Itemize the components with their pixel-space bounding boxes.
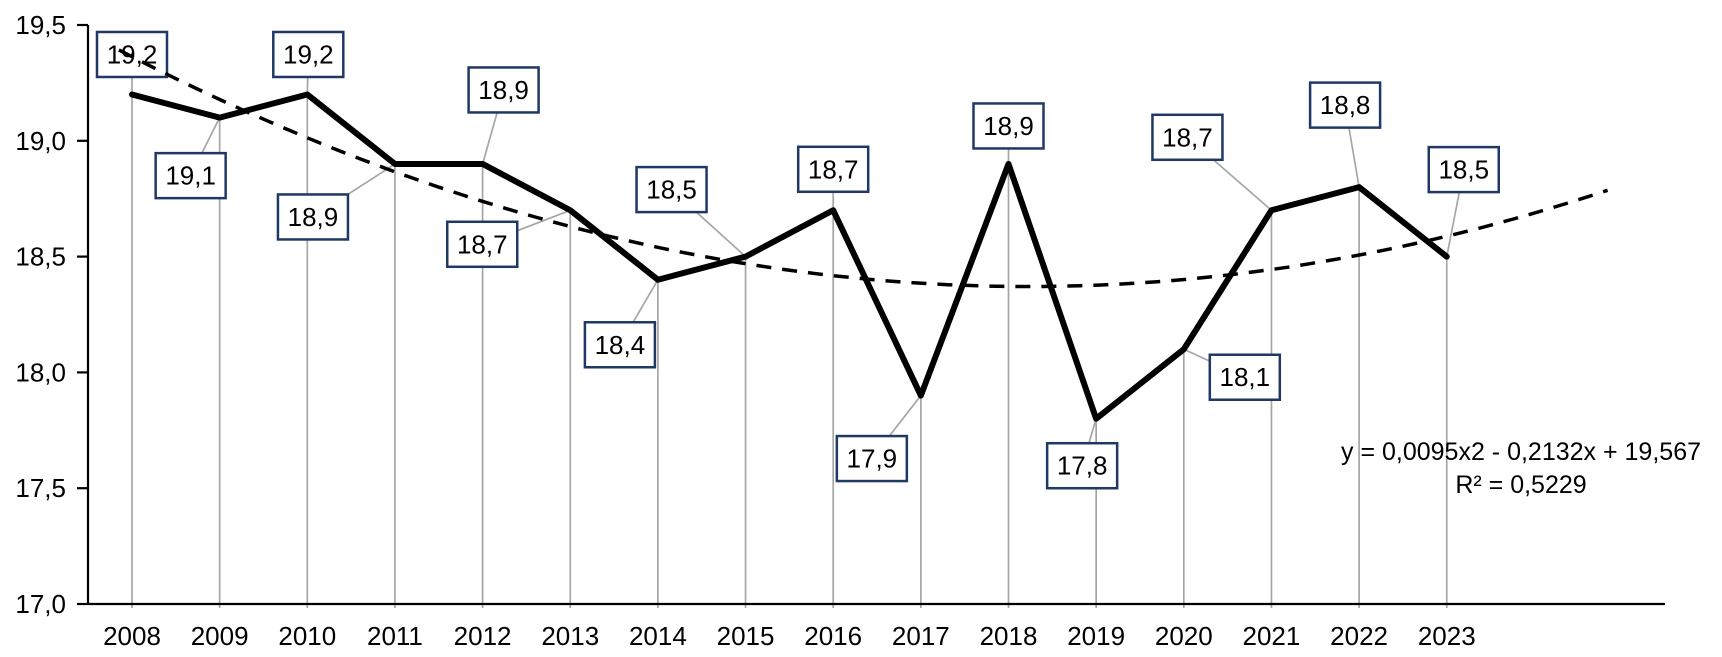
series-line-group — [129, 91, 1450, 422]
data-label-value: 18,7 — [1162, 122, 1213, 152]
data-label-box — [972, 102, 1045, 150]
x-axis-label: 2015 — [717, 621, 775, 651]
series-line — [129, 91, 1450, 422]
data-label-box — [446, 220, 519, 269]
data-label-value: 18,5 — [1438, 155, 1489, 185]
x-axis-label: 2018 — [980, 621, 1038, 651]
x-axis-label: 2022 — [1330, 621, 1388, 651]
data-label-box — [1308, 81, 1382, 129]
data-label-value: 17,8 — [1057, 451, 1108, 481]
trendline — [118, 48, 1609, 289]
x-axis-label: 2017 — [892, 621, 950, 651]
data-label-value: 18,9 — [478, 75, 529, 105]
data-label-box — [796, 145, 870, 194]
y-axis-tick-label: 17,0 — [15, 589, 66, 619]
drop-lines-group — [131, 94, 1448, 608]
axis-labels-group: 17,0 17,5 18,0 18,5 19,0 19,5 2008 2009 2010 2011… — [15, 10, 1475, 651]
data-label-value: 18,8 — [1320, 90, 1371, 120]
y-axis-tick-label: 17,5 — [15, 473, 66, 503]
x-axis-label: 2011 — [367, 621, 423, 651]
data-label-box — [154, 151, 227, 200]
data-label-box — [1427, 145, 1500, 194]
y-axis-tick-label: 18,5 — [15, 242, 66, 272]
x-axis-label: 2012 — [454, 621, 512, 651]
data-label-value: 18,7 — [457, 229, 508, 259]
x-axis-label: 2010 — [278, 621, 336, 651]
data-label-box — [835, 434, 909, 483]
y-axis-tick-label: 19,0 — [15, 126, 66, 156]
x-axis-label: 2020 — [1155, 621, 1213, 651]
equation-group: y = 0,0095x2 - 0,2132x + 19,567 R² = 0,5… — [1341, 438, 1701, 499]
data-label-box — [1208, 353, 1282, 401]
x-axis-label: 2016 — [804, 621, 862, 651]
data-label-box — [1151, 113, 1224, 162]
x-axis-label: 2014 — [629, 621, 687, 651]
y-axis-tick-label: 18,0 — [15, 357, 66, 387]
x-axis-label: 2009 — [191, 621, 249, 651]
data-label-value: 18,1 — [1219, 362, 1270, 392]
data-label-value: 18,9 — [288, 202, 339, 232]
trendline-group — [118, 48, 1609, 289]
data-label-box — [583, 321, 657, 369]
data-label-value: 18,9 — [983, 111, 1034, 141]
data-label-box — [272, 30, 345, 79]
data-label-box — [635, 165, 708, 214]
axes-group — [77, 23, 1665, 606]
data-label-box — [1045, 441, 1119, 490]
trendline-r-squared: R² = 0,5229 — [1455, 471, 1586, 499]
y-axis-tick-label: 19,5 — [15, 10, 66, 40]
trendline-equation: y = 0,0095x2 - 0,2132x + 19,567 — [1341, 438, 1701, 466]
data-label-box — [467, 66, 540, 114]
x-axis-label: 2021 — [1243, 621, 1301, 651]
data-label-boxes-group: 19,219,119,218,918,918,718,418,518,717,9… — [95, 30, 1500, 490]
data-label-value: 19,2 — [283, 39, 334, 69]
x-axis-label: 2013 — [541, 621, 599, 651]
x-axis-label: 2019 — [1067, 621, 1125, 651]
data-label-value: 18,5 — [646, 175, 697, 205]
data-label-value: 17,9 — [847, 444, 898, 474]
data-label-value: 18,7 — [808, 154, 859, 184]
data-label-box — [276, 193, 350, 241]
x-axis-label: 2023 — [1418, 621, 1476, 651]
data-label-box — [95, 30, 169, 79]
data-label-value: 19,1 — [165, 161, 216, 191]
x-axis-label: 2008 — [103, 621, 161, 651]
data-label-value: 18,4 — [595, 330, 646, 360]
